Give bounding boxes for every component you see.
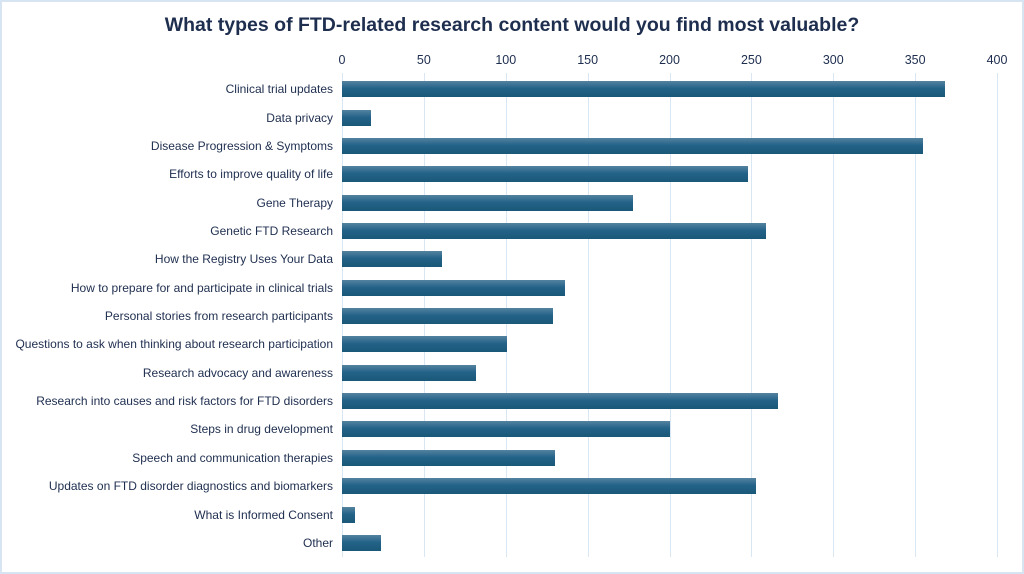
- plot-area: Clinical trial updates Data privacy Diseas…: [2, 73, 1022, 557]
- category-label: Data privacy: [266, 110, 333, 125]
- bar: [342, 393, 778, 410]
- category-label: Questions to ask when thinking about res…: [15, 337, 333, 352]
- category-label: Genetic FTD Research: [210, 223, 333, 238]
- bar-track: [342, 449, 997, 466]
- category-label: What is Informed Consent: [194, 507, 333, 522]
- bar-track: [342, 194, 997, 211]
- bar-track: [342, 478, 997, 495]
- bar-track: [342, 393, 997, 410]
- category-label: Clinical trial updates: [225, 82, 333, 97]
- category-label: Research into causes and risk factors fo…: [36, 394, 333, 409]
- bar: [342, 336, 508, 353]
- chart-row: Speech and communication therapies: [2, 444, 1022, 472]
- chart-row: How to prepare for and participate in cl…: [2, 274, 1022, 302]
- category-label: Efforts to improve quality of life: [169, 167, 333, 182]
- bar-track: [342, 336, 997, 353]
- bar-track: [342, 81, 997, 98]
- bar: [342, 534, 382, 551]
- category-label: Updates on FTD disorder diagnostics and …: [48, 479, 333, 494]
- bar: [342, 421, 670, 438]
- category-label: Research advocacy and awareness: [142, 365, 333, 380]
- x-axis: 0 50 100 150 200 250 300 350 400: [338, 53, 1008, 71]
- bar: [342, 506, 356, 523]
- bar-track: [342, 506, 997, 523]
- bar: [342, 251, 442, 268]
- chart-row: Steps in drug development: [2, 415, 1022, 443]
- chart-row: Disease Progression & Symptoms: [2, 132, 1022, 160]
- bar-track: [342, 421, 997, 438]
- bar: [342, 478, 757, 495]
- x-axis-tick-label: 50: [416, 53, 431, 67]
- chart-row: Questions to ask when thinking about res…: [2, 330, 1022, 358]
- chart-row: Efforts to improve quality of life: [2, 160, 1022, 188]
- vertical-gridline: [833, 73, 835, 557]
- x-axis-tick-label: 200: [659, 53, 680, 67]
- vertical-gridline: [997, 73, 998, 557]
- x-axis-tick-label: 100: [495, 53, 517, 67]
- x-axis-tick-label: 350: [904, 53, 926, 67]
- bar: [342, 364, 477, 381]
- x-axis-tick-label: 150: [577, 53, 599, 67]
- chart-row: Gene Therapy: [2, 188, 1022, 216]
- category-label: How to prepare for and participate in cl…: [70, 280, 333, 295]
- bar-track: [342, 166, 997, 183]
- chart-row: Data privacy: [2, 103, 1022, 131]
- category-label: Steps in drug development: [190, 422, 333, 437]
- bar: [342, 137, 924, 154]
- chart-row: Research into causes and risk factors fo…: [2, 387, 1022, 415]
- x-axis-tick-label: 250: [740, 53, 762, 67]
- x-axis-tick-label: 0: [338, 53, 346, 67]
- bar-track: [342, 308, 997, 325]
- bar: [342, 222, 767, 239]
- category-label: Other: [302, 535, 333, 550]
- bar: [342, 194, 634, 211]
- bar-track: [342, 251, 997, 268]
- vertical-gridline: [751, 73, 753, 557]
- bar: [342, 308, 554, 325]
- x-axis-tick-label: 300: [822, 53, 844, 67]
- category-label: Disease Progression & Symptoms: [150, 138, 333, 153]
- vertical-gridline: [587, 73, 589, 557]
- vertical-gridline: [669, 73, 671, 557]
- bar: [342, 166, 749, 183]
- bar-track: [342, 109, 997, 126]
- bar: [342, 449, 555, 466]
- category-label: Personal stories from research participa…: [104, 309, 333, 324]
- chart-row: What is Informed Consent: [2, 500, 1022, 528]
- chart-title: What types of FTD-related research conte…: [164, 14, 860, 36]
- bar-track: [342, 222, 997, 239]
- vertical-gridline: [915, 73, 917, 557]
- bar-track: [342, 279, 997, 296]
- chart-row: How the Registry Uses Your Data: [2, 245, 1022, 273]
- chart-row: Other: [2, 529, 1022, 557]
- chart-row: Research advocacy and awareness: [2, 359, 1022, 387]
- x-axis-tick-label: 400: [986, 53, 1008, 67]
- bar-track: [342, 137, 997, 154]
- chart-row: Clinical trial updates: [2, 75, 1022, 103]
- category-label: Speech and communication therapies: [132, 450, 333, 465]
- chart-row: Genetic FTD Research: [2, 217, 1022, 245]
- category-label: How the Registry Uses Your Data: [154, 252, 333, 267]
- category-label: Gene Therapy: [256, 195, 334, 210]
- chart-row: Updates on FTD disorder diagnostics and …: [2, 472, 1022, 500]
- bar: [342, 81, 945, 98]
- bar: [342, 279, 565, 296]
- chart-row: Personal stories from research participa…: [2, 302, 1022, 330]
- bar-track: [342, 364, 997, 381]
- bar: [342, 109, 372, 126]
- bar-track: [342, 534, 997, 551]
